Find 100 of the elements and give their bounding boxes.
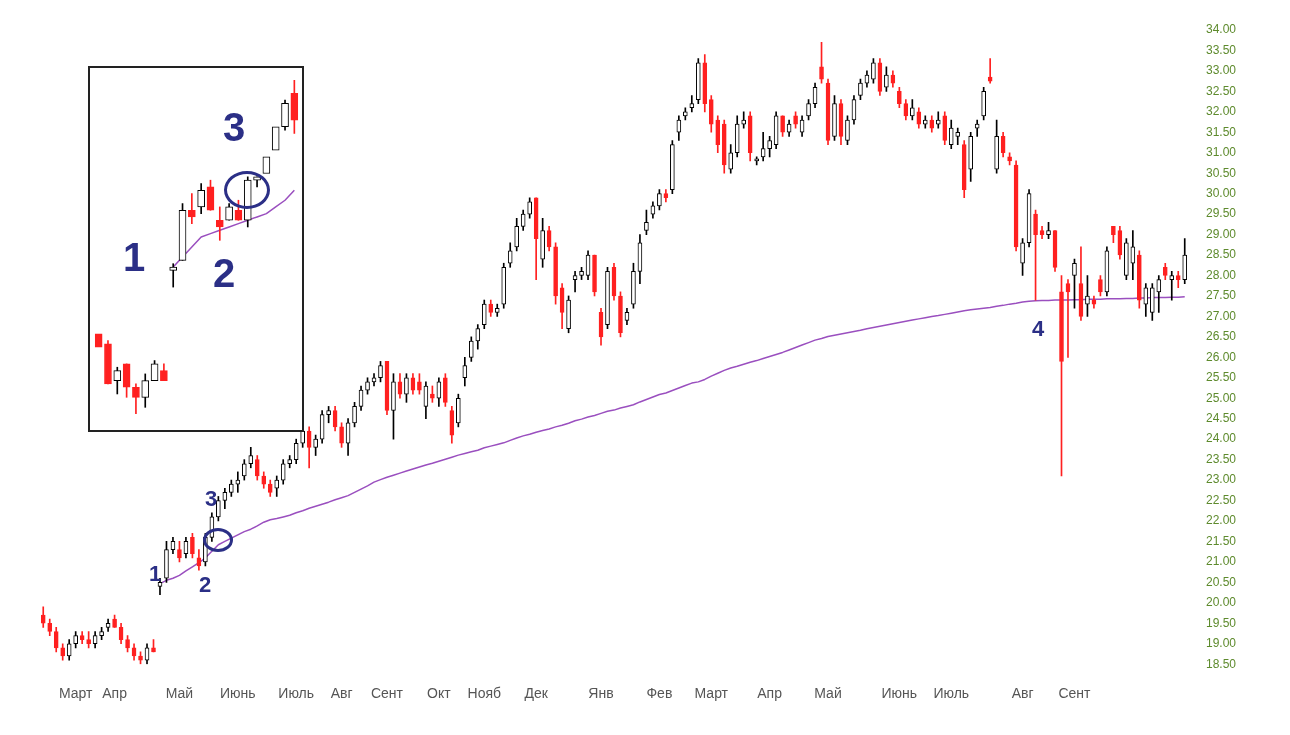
candlestick <box>352 402 357 428</box>
annotation: 1 <box>122 235 146 280</box>
y-tick-label: 19.50 <box>1205 615 1237 630</box>
y-tick-label: 28.50 <box>1205 247 1237 262</box>
candlestick <box>417 373 422 395</box>
candlestick <box>169 263 178 288</box>
y-tick-label: 21.50 <box>1205 533 1237 548</box>
candlestick <box>112 614 117 628</box>
y-tick-label: 22.00 <box>1205 513 1237 528</box>
annotation: 2 <box>212 251 236 296</box>
y-tick-label: 32.50 <box>1205 83 1237 98</box>
candlestick <box>897 86 902 109</box>
candlestick <box>566 295 571 334</box>
candlestick <box>644 209 649 235</box>
y-tick-label: 32.00 <box>1205 104 1237 119</box>
candlestick <box>1098 275 1103 297</box>
y-tick-label: 22.50 <box>1205 492 1237 507</box>
candlestick <box>1124 238 1129 280</box>
x-tick-label: Июнь <box>881 685 918 702</box>
candlestick <box>871 58 876 84</box>
candlestick <box>670 140 675 194</box>
candlestick <box>553 242 558 305</box>
y-tick-label: 26.00 <box>1205 349 1237 364</box>
candlestick <box>981 86 986 121</box>
y-tick-label: 28.00 <box>1205 267 1237 282</box>
y-tick-label: 24.50 <box>1205 411 1237 426</box>
y-tick-label: 18.50 <box>1205 656 1237 671</box>
y-tick-label: 21.00 <box>1205 554 1237 569</box>
candlestick <box>73 631 78 649</box>
x-tick-label: Апр <box>102 685 128 702</box>
candlestick <box>1085 275 1090 317</box>
candlestick <box>86 631 91 649</box>
candlestick <box>767 136 772 158</box>
candlestick <box>339 422 344 448</box>
y-tick-label: 27.00 <box>1205 308 1237 323</box>
y-tick-label: 26.50 <box>1205 329 1237 344</box>
y-tick-label: 20.50 <box>1205 574 1237 589</box>
candlestick <box>858 78 863 100</box>
y-tick-label: 30.50 <box>1205 165 1237 180</box>
candlestick <box>125 635 130 653</box>
x-tick-label: Июнь <box>220 685 256 702</box>
annotation: 3 <box>222 105 246 150</box>
candlestick <box>99 627 104 640</box>
candlestick <box>215 206 224 241</box>
y-tick-label: 31.00 <box>1205 145 1237 160</box>
y-tick-label: 34.00 <box>1205 22 1237 37</box>
candlestick <box>404 373 409 403</box>
y-tick-label: 31.50 <box>1205 124 1237 139</box>
x-tick-label: Май <box>165 685 194 702</box>
candlestick <box>1111 226 1116 244</box>
candlestick <box>910 99 915 121</box>
x-tick-label: Сент <box>1058 685 1092 702</box>
candlestick <box>430 385 435 403</box>
candlestick <box>164 541 169 583</box>
candlestick <box>1059 275 1064 477</box>
y-tick-label: 33.50 <box>1205 42 1237 57</box>
candlestick <box>1020 238 1025 276</box>
y-tick-label: 23.50 <box>1205 451 1237 466</box>
y-tick-label: 25.50 <box>1205 370 1237 385</box>
annotation: 2 <box>198 572 212 598</box>
candlestick <box>365 377 370 395</box>
candlestick <box>1072 258 1077 309</box>
annotation: 3 <box>204 486 218 512</box>
y-tick-label: 29.50 <box>1205 206 1237 221</box>
candlestick <box>177 541 182 563</box>
candlestick <box>631 262 636 309</box>
x-tick-label: Авг <box>330 685 353 702</box>
y-tick-label: 30.00 <box>1205 185 1237 200</box>
x-tick-label: Май <box>814 685 842 702</box>
candlestick <box>832 95 837 141</box>
candlestick <box>229 479 234 497</box>
y-tick-label: 33.00 <box>1205 63 1237 78</box>
y-tick-label: 19.00 <box>1205 636 1237 651</box>
x-tick-label: Сент <box>370 685 404 702</box>
candlestick <box>884 66 889 92</box>
x-tick-label: Окт <box>427 685 452 702</box>
candlestick <box>618 291 623 338</box>
y-tick-label: 23.00 <box>1205 472 1237 487</box>
x-tick-label: Авг <box>1011 685 1034 702</box>
x-tick-label: Июль <box>278 685 315 702</box>
candlestick <box>994 119 999 174</box>
x-tick-label: Март <box>58 685 94 702</box>
candlestick <box>391 373 396 440</box>
y-tick-label: 27.50 <box>1205 288 1237 303</box>
candlestick <box>190 532 195 559</box>
candlestick <box>806 99 811 121</box>
candlestick <box>579 266 584 280</box>
candlestick <box>456 393 461 428</box>
candlestick <box>378 361 383 383</box>
candlestick <box>780 115 785 137</box>
x-tick-label: Нояб <box>467 685 502 702</box>
candlestick <box>188 193 196 224</box>
candlestick <box>1033 209 1038 301</box>
candlestick <box>1137 250 1142 309</box>
y-tick-label: 29.00 <box>1205 226 1237 241</box>
x-tick-label: Янв <box>588 685 614 702</box>
candlestick <box>592 254 597 297</box>
candlestick <box>605 266 610 330</box>
candlestick <box>845 115 850 145</box>
y-tick-label: 20.00 <box>1205 595 1237 610</box>
